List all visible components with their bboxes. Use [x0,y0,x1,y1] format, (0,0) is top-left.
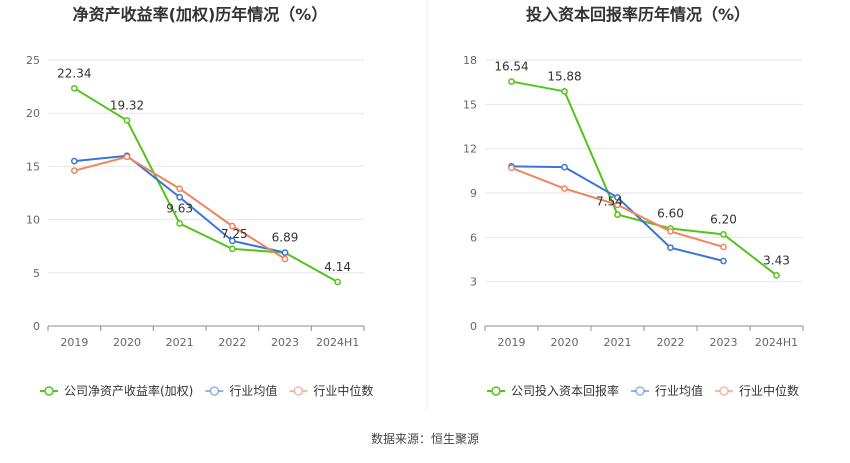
data-point [508,164,515,172]
data-label: 16.54 [494,60,528,74]
y-tick-label: 15 [463,98,477,111]
data-label: 7.54 [596,195,623,209]
x-tick-label: 2021 [604,336,632,349]
data-label: 4.14 [324,260,351,274]
roe-chart: 净资产收益率(加权)历年情况（%） 0 5 10 15 20 25 2019 2020 2021 2… [26,5,373,398]
y-tick-label: 15 [26,160,40,173]
data-point [773,271,780,279]
y-tick-label: 18 [463,54,477,67]
y-tick-label: 12 [463,143,477,156]
legend-marker [293,386,304,396]
data-point [667,244,674,252]
legend-label: 行业中位数 [739,383,799,398]
data-point [228,237,236,245]
x-tick-label: 2022 [657,336,685,349]
data-point [176,193,184,201]
data-point [508,78,515,85]
data-point [70,157,78,165]
y-tick-label: 5 [33,267,40,280]
data-label: 6.89 [272,231,299,245]
data-point [176,220,184,227]
data-point [228,245,236,253]
data-point [228,222,236,230]
legend-marker [44,386,54,396]
x-tick-label: 2020 [113,336,141,349]
x-tick-label: 2020 [551,336,579,349]
legend-label: 行业均值 [229,383,277,398]
data-label: 9.63 [166,202,193,216]
x-tick-label: 2024H1 [755,336,798,349]
legend-marker [209,386,220,396]
data-label: 19.32 [110,98,144,112]
legend-marker [491,386,501,396]
chart-title: 投入资本回报率历年情况（%） [526,5,750,24]
x-tick-label: 2019 [60,336,88,349]
x-tick-label: 2022 [218,336,246,349]
data-label: 15.88 [547,69,581,83]
x-tick-label: 2019 [498,336,526,349]
data-point [70,167,78,175]
y-tick-label: 10 [26,214,40,227]
data-label: 3.43 [763,253,790,267]
data-point [614,194,621,201]
y-tick-label: 0 [33,320,40,333]
data-point [720,257,727,265]
legend-marker [719,386,729,396]
x-tick-label: 2021 [166,336,194,349]
data-point [70,84,78,92]
y-tick-label: 9 [470,187,477,200]
x-tick-label: 2023 [271,336,299,349]
y-tick-label: 20 [26,107,40,120]
data-point [561,185,568,192]
x-tick-label: 2024H1 [316,336,359,349]
data-label: 7.25 [221,227,248,241]
data-label: 6.20 [710,212,737,226]
data-label: 6.60 [657,206,684,220]
y-tick-label: 25 [26,54,40,67]
y-tick-label: 3 [470,276,477,289]
data-point [720,243,727,251]
data-source: 数据来源：恒生聚源 [370,432,479,446]
y-tick-label: 6 [470,231,477,244]
data-point [614,211,621,218]
data-point [561,163,568,171]
data-point [281,255,289,263]
series-line-0 [511,80,778,277]
legend-marker [635,386,645,396]
data-point [123,117,131,124]
legend-label: 公司投入资本回报率 [511,383,619,398]
legend-label: 行业均值 [655,383,703,398]
data-label: 22.34 [57,66,91,80]
data-point [667,228,674,235]
data-point [614,201,621,209]
series-line-0 [73,87,339,283]
data-point [720,231,727,238]
y-tick-label: 0 [470,320,477,333]
data-point [281,249,289,256]
chart-title: 净资产收益率(加权)历年情况（%） [73,5,328,24]
x-tick-label: 2023 [710,336,738,349]
roic-chart: 投入资本回报率历年情况（%） 0 3 6 9 12 15 18 2019 2020 2021 2022… [463,5,804,398]
data-point [561,87,568,95]
legend-label: 行业中位数 [313,383,373,398]
data-point [176,185,184,193]
legend-label: 公司净资产收益率(加权) [64,383,193,398]
data-point [123,153,131,161]
data-point [334,278,342,286]
